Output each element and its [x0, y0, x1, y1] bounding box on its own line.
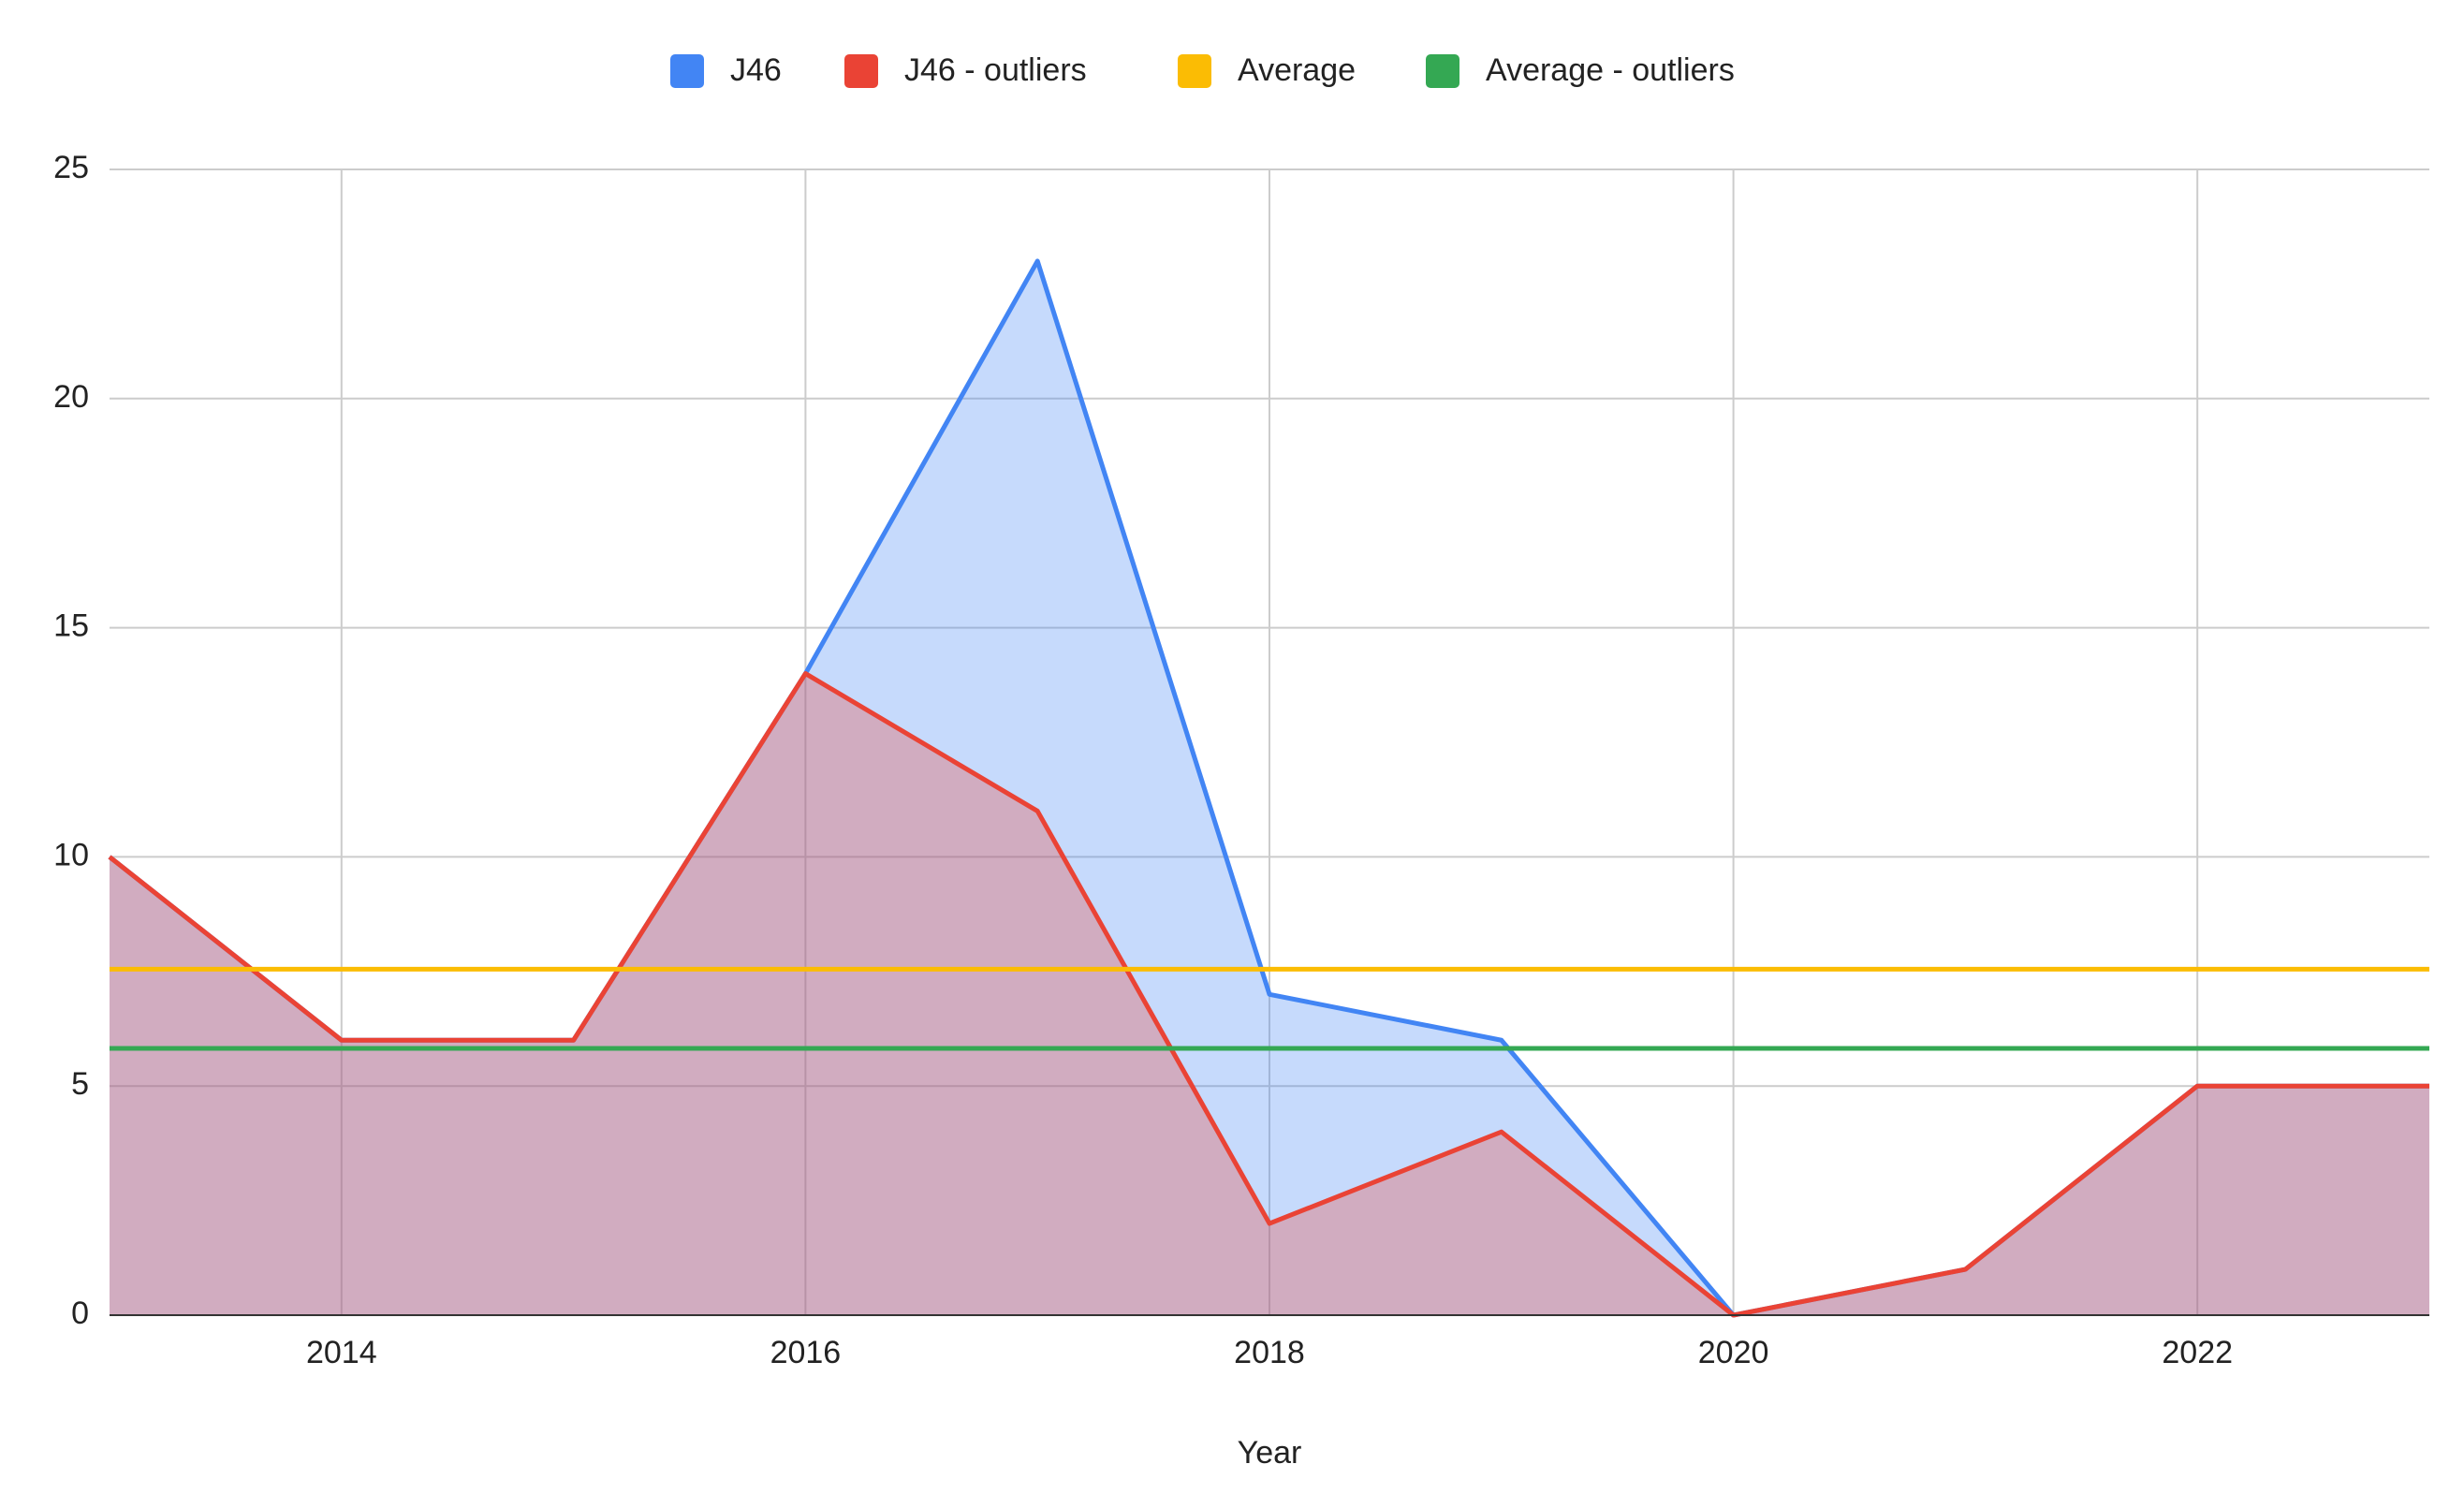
legend-label: Average	[1238, 52, 1356, 88]
x-tick-label: 2020	[1698, 1335, 1769, 1370]
area-fill	[110, 260, 2429, 1315]
legend-swatch	[670, 54, 704, 88]
legend-swatch	[1178, 54, 1211, 88]
area-fill	[110, 673, 2429, 1315]
legend-label: J46	[730, 52, 782, 88]
legend-label: Average - outliers	[1486, 52, 1735, 88]
y-tick-label: 15	[53, 608, 89, 644]
x-tick-label: 2018	[1234, 1335, 1305, 1370]
y-tick-label: 0	[71, 1296, 89, 1331]
area-line	[108, 671, 2429, 1318]
legend-swatch	[844, 54, 878, 88]
legend-swatch	[1426, 54, 1459, 88]
x-tick-label: 2022	[2162, 1335, 2233, 1370]
y-tick-label: 20	[53, 379, 89, 415]
y-tick-label: 5	[71, 1066, 89, 1102]
y-tick-label: 10	[53, 837, 89, 872]
y-tick-label: 25	[53, 150, 89, 185]
x-tick-label: 2016	[770, 1335, 842, 1370]
x-tick-label: 2014	[306, 1335, 377, 1370]
legend-label: J46 - outliers	[904, 52, 1087, 88]
x-axis-title: Year	[1238, 1435, 1302, 1471]
